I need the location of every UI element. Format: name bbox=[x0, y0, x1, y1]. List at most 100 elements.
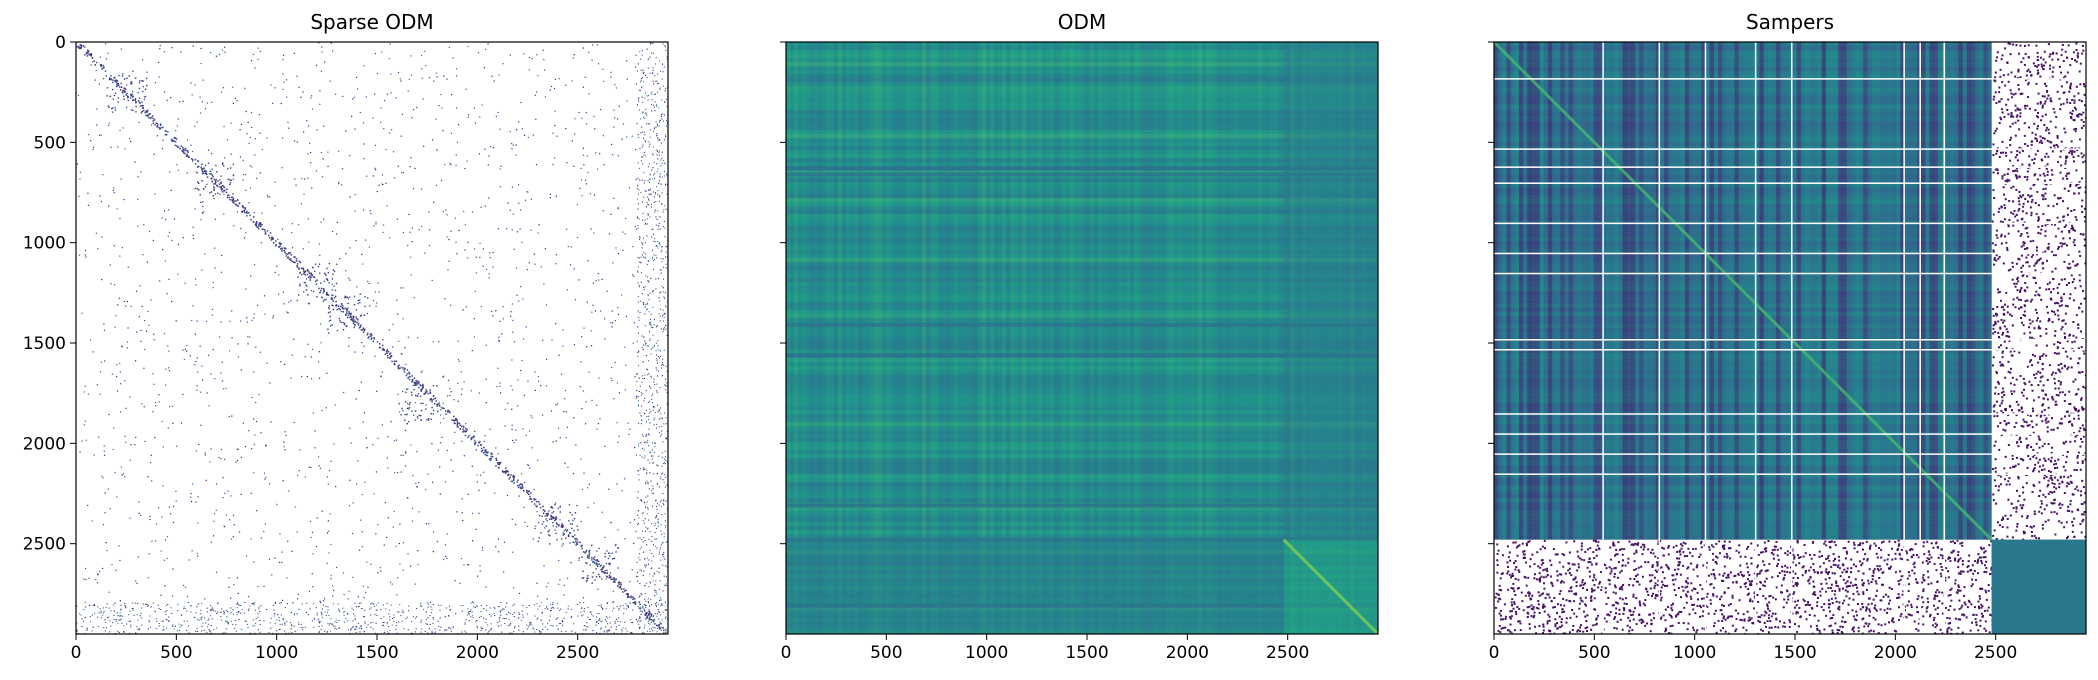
sparse-diagonal-point bbox=[340, 303, 343, 306]
sparse-point bbox=[511, 148, 513, 150]
sparse-point bbox=[240, 493, 242, 495]
sparse-point bbox=[321, 510, 323, 512]
sparse-diagonal-point bbox=[391, 360, 393, 363]
sparse-band-point bbox=[612, 601, 614, 603]
sparse-band-point bbox=[248, 608, 250, 610]
sparse-diagonal-point bbox=[475, 441, 477, 444]
sparse-point bbox=[137, 556, 139, 558]
sparse-cluster-point bbox=[197, 181, 199, 183]
sparse-point bbox=[633, 519, 636, 521]
sparse-point bbox=[104, 360, 106, 362]
sparse-point bbox=[580, 167, 582, 170]
sparse-cluster-point bbox=[432, 409, 435, 412]
sparse-point bbox=[192, 45, 194, 47]
sparse-band-point bbox=[663, 364, 665, 366]
sparse-diagonal-point bbox=[408, 371, 410, 374]
sparse-band-point bbox=[347, 613, 349, 615]
sparse-point bbox=[127, 266, 129, 268]
sparse-diagonal-point bbox=[223, 186, 226, 189]
sparse-band-point bbox=[434, 628, 436, 630]
sparse-band-point bbox=[660, 596, 662, 599]
sparse-point bbox=[448, 627, 450, 629]
sparse-point bbox=[99, 195, 101, 197]
sparse-diagonal-point bbox=[285, 252, 287, 255]
sparse-point bbox=[555, 323, 557, 325]
sparse-band-point bbox=[638, 284, 640, 286]
sparse-band-point bbox=[659, 315, 661, 318]
sparse-point bbox=[385, 182, 387, 184]
sparse-band-point bbox=[658, 408, 660, 411]
sparse-band-point bbox=[172, 624, 174, 626]
sparse-point bbox=[614, 620, 616, 623]
sparse-point bbox=[500, 165, 502, 167]
sparse-diagonal-point bbox=[296, 263, 299, 265]
sparse-point bbox=[412, 188, 415, 190]
sparse-band-point bbox=[263, 620, 265, 622]
sparse-diagonal-point bbox=[479, 441, 481, 443]
sparse-diagonal-point bbox=[432, 398, 435, 400]
sparse-band-point bbox=[389, 630, 391, 632]
sparse-odm-x-tick-label: 2000 bbox=[456, 643, 499, 663]
sparse-point bbox=[195, 278, 197, 280]
sparse-point bbox=[365, 96, 367, 98]
sparse-cluster-point bbox=[331, 298, 334, 301]
sparse-point bbox=[549, 197, 551, 199]
sparse-point bbox=[584, 76, 586, 78]
sparse-band-point bbox=[656, 383, 658, 385]
sparse-point bbox=[182, 237, 184, 239]
sparse-band-point bbox=[638, 616, 640, 618]
sparse-point bbox=[260, 432, 262, 434]
sparse-point bbox=[522, 616, 524, 619]
sparse-band-point bbox=[257, 616, 259, 618]
sparse-band-point bbox=[657, 525, 659, 527]
sparse-band-point bbox=[638, 316, 640, 319]
sparse-point bbox=[584, 179, 587, 181]
sparse-band-point bbox=[643, 182, 645, 184]
sparse-band-point bbox=[462, 605, 464, 607]
sparse-band-point bbox=[654, 173, 656, 175]
sparse-point bbox=[167, 345, 169, 347]
sparse-point bbox=[132, 70, 134, 72]
sparse-band-point bbox=[647, 260, 649, 262]
sparse-point bbox=[251, 448, 253, 450]
sparse-band-point bbox=[637, 227, 639, 229]
sparse-band-point bbox=[300, 627, 302, 629]
sparse-band-point bbox=[249, 632, 251, 634]
sparse-band-point bbox=[414, 617, 417, 619]
sparse-point bbox=[206, 102, 208, 104]
sparse-band-point bbox=[644, 539, 646, 542]
sparse-point bbox=[587, 506, 589, 509]
sparse-point bbox=[172, 422, 174, 424]
sparse-cluster-point bbox=[331, 278, 334, 280]
sparse-point bbox=[641, 447, 644, 450]
sparse-band-point bbox=[386, 621, 389, 623]
sparse-band-point bbox=[179, 626, 181, 628]
sparse-band-point bbox=[656, 631, 658, 633]
sparse-point bbox=[321, 46, 323, 48]
sparse-point bbox=[659, 599, 661, 602]
sparse-band-point bbox=[540, 631, 542, 633]
sparse-point bbox=[554, 157, 556, 159]
sparse-diagonal-point bbox=[84, 54, 86, 56]
sparse-point bbox=[664, 162, 666, 165]
sparse-band-point bbox=[641, 292, 643, 295]
sparse-diagonal-point bbox=[245, 211, 247, 214]
sparse-band-point bbox=[653, 201, 655, 203]
sparse-point bbox=[614, 319, 617, 322]
sparse-diagonal-point bbox=[436, 403, 438, 406]
sparse-band-point bbox=[583, 602, 585, 604]
sparse-diagonal-point bbox=[542, 509, 545, 511]
sparse-band-point bbox=[640, 620, 642, 622]
sparse-point bbox=[202, 379, 204, 381]
sparse-point bbox=[123, 198, 125, 201]
sparse-band-point bbox=[643, 598, 645, 600]
sparse-point bbox=[239, 156, 242, 158]
sparse-point bbox=[521, 241, 523, 243]
sparse-point bbox=[563, 530, 565, 532]
sparse-band-point bbox=[643, 71, 645, 73]
sparse-band-point bbox=[651, 489, 653, 491]
sparse-point bbox=[475, 256, 477, 258]
sparse-diagonal-point bbox=[403, 371, 406, 373]
sparse-cluster-point bbox=[429, 389, 431, 391]
sparse-band-point bbox=[651, 398, 653, 400]
